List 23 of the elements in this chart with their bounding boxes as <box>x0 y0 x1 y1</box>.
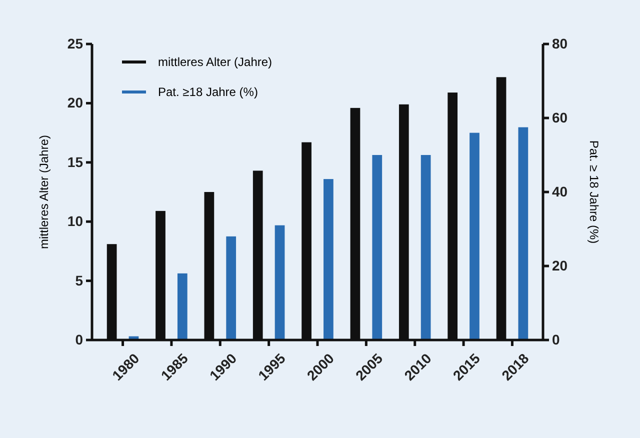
y2-tick-label: 60 <box>552 109 568 126</box>
y2-tick-label: 0 <box>552 331 560 348</box>
bar <box>518 127 528 340</box>
y2-tick-label: 40 <box>552 183 568 200</box>
bar <box>420 155 431 340</box>
bar <box>324 179 334 340</box>
legend-label: mittleres Alter (Jahre) <box>158 55 272 70</box>
y2-tick-label: 80 <box>552 35 568 52</box>
y2-axis-title: Pat. ≥ 18 Jahre (%) <box>587 140 601 244</box>
y-tick-label: 0 <box>75 331 84 348</box>
bar <box>470 132 480 340</box>
y-tick-label: 15 <box>67 154 84 170</box>
bar <box>274 225 285 340</box>
y2-tick-label: 20 <box>552 257 568 274</box>
bar <box>226 236 236 340</box>
bar <box>177 273 188 340</box>
y-tick-label: 5 <box>75 272 84 288</box>
y-tick-label: 20 <box>67 94 84 111</box>
y-tick-label: 10 <box>67 213 84 230</box>
legend-label: Pat. ≥18 Jahre (%) <box>158 85 258 100</box>
y-tick-label: 25 <box>67 35 84 52</box>
y-axis-title: mittleres Alter (Jahre) <box>37 134 51 250</box>
bar <box>372 155 382 340</box>
